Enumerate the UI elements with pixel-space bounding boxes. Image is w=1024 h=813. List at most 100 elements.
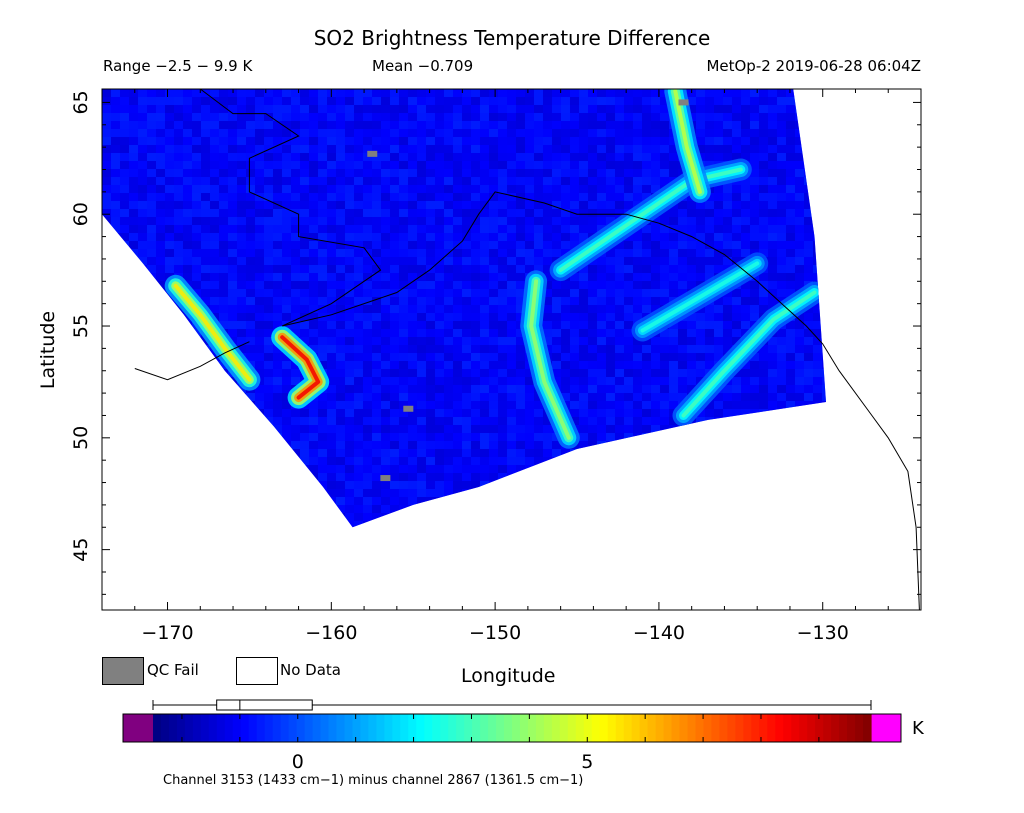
heatmap-cell (201, 265, 210, 273)
heatmap-cell (408, 385, 417, 393)
heatmap-cell (534, 209, 543, 217)
heatmap-cell (714, 457, 723, 465)
heatmap-cell (543, 321, 552, 329)
heatmap-cell (804, 473, 813, 481)
heatmap-cell (147, 97, 156, 105)
heatmap-cell (462, 433, 471, 441)
heatmap-cell (777, 457, 786, 465)
heatmap-cell (489, 281, 498, 289)
heatmap-cell (111, 161, 120, 169)
heatmap-cell (309, 465, 318, 473)
heatmap-cell (246, 105, 255, 113)
heatmap-cell (156, 521, 165, 528)
heatmap-cell (588, 225, 597, 233)
heatmap-cell (867, 401, 876, 409)
heatmap-cell (426, 449, 435, 457)
heatmap-cell (471, 305, 480, 313)
heatmap-cell (363, 329, 372, 337)
heatmap-cell (606, 129, 615, 137)
heatmap-cell (237, 265, 246, 273)
heatmap-cell (480, 401, 489, 409)
heatmap-cell (561, 393, 570, 401)
heatmap-cell (255, 313, 264, 321)
heatmap-cell (129, 505, 138, 513)
heatmap-cell (336, 377, 345, 385)
heatmap-cell (255, 433, 264, 441)
heatmap-cell (174, 201, 183, 209)
heatmap-cell (822, 465, 826, 473)
heatmap-cell (858, 321, 867, 329)
heatmap-cell (876, 481, 885, 489)
heatmap-cell (102, 321, 111, 329)
heatmap-cell (417, 305, 426, 313)
heatmap-cell (669, 401, 678, 409)
heatmap-cell (471, 161, 480, 169)
heatmap-cell (120, 457, 129, 465)
heatmap-cell (894, 217, 903, 225)
heatmap-cell (201, 97, 210, 105)
heatmap-cell (507, 289, 516, 297)
heatmap-cell (282, 185, 291, 193)
heatmap-cell (138, 433, 147, 441)
heatmap-cell (453, 449, 462, 457)
heatmap-cell (102, 385, 111, 393)
heatmap-cell (210, 153, 219, 161)
heatmap-cell (687, 313, 696, 321)
heatmap-cell (669, 497, 678, 505)
heatmap-cell (606, 145, 615, 153)
heatmap-cell (642, 441, 651, 449)
heatmap-cell (516, 249, 525, 257)
heatmap-cell (246, 473, 255, 481)
heatmap-cell (804, 441, 813, 449)
heatmap-cell (687, 345, 696, 353)
heatmap-cell (516, 201, 525, 209)
heatmap-cell (516, 209, 525, 217)
heatmap-cell (894, 185, 903, 193)
heatmap-cell (183, 265, 192, 273)
heatmap-cell (390, 217, 399, 225)
heatmap-cell (480, 505, 489, 513)
heatmap-cell (408, 281, 417, 289)
heatmap-cell (642, 281, 651, 289)
heatmap-cell (759, 193, 768, 201)
heatmap-cell (282, 225, 291, 233)
heatmap-cell (804, 97, 813, 105)
heatmap-cell (876, 233, 885, 241)
heatmap-cell (444, 441, 453, 449)
heatmap-cell (759, 241, 768, 249)
heatmap-cell (588, 377, 597, 385)
heatmap-cell (804, 129, 813, 137)
heatmap-cell (462, 353, 471, 361)
heatmap-cell (480, 409, 489, 417)
heatmap-cell (111, 201, 120, 209)
heatmap-cell (642, 177, 651, 185)
heatmap-cell (381, 521, 390, 528)
heatmap-cell (237, 497, 246, 505)
heatmap-cell (885, 257, 894, 265)
heatmap-cell (219, 449, 228, 457)
heatmap-cell (192, 169, 201, 177)
heatmap-cell (813, 273, 822, 281)
heatmap-cell (624, 401, 633, 409)
heatmap-cell (615, 121, 624, 129)
heatmap-cell (903, 113, 912, 121)
heatmap-cell (795, 473, 804, 481)
heatmap-cell (489, 121, 498, 129)
heatmap-cell (579, 361, 588, 369)
heatmap-cell (372, 353, 381, 361)
heatmap-cell (471, 521, 480, 528)
heatmap-cell (615, 425, 624, 433)
heatmap-cell (111, 345, 120, 353)
heatmap-cell (732, 289, 741, 297)
heatmap-cell (462, 273, 471, 281)
heatmap-cell (597, 209, 606, 217)
heatmap-cell (723, 313, 732, 321)
heatmap-cell (210, 97, 219, 105)
heatmap-cell (561, 361, 570, 369)
heatmap-cell (750, 377, 759, 385)
heatmap-cell (147, 441, 156, 449)
heatmap-cell (318, 97, 327, 105)
heatmap-cell (156, 401, 165, 409)
heatmap-cell (579, 497, 588, 505)
heatmap-cell (750, 97, 759, 105)
